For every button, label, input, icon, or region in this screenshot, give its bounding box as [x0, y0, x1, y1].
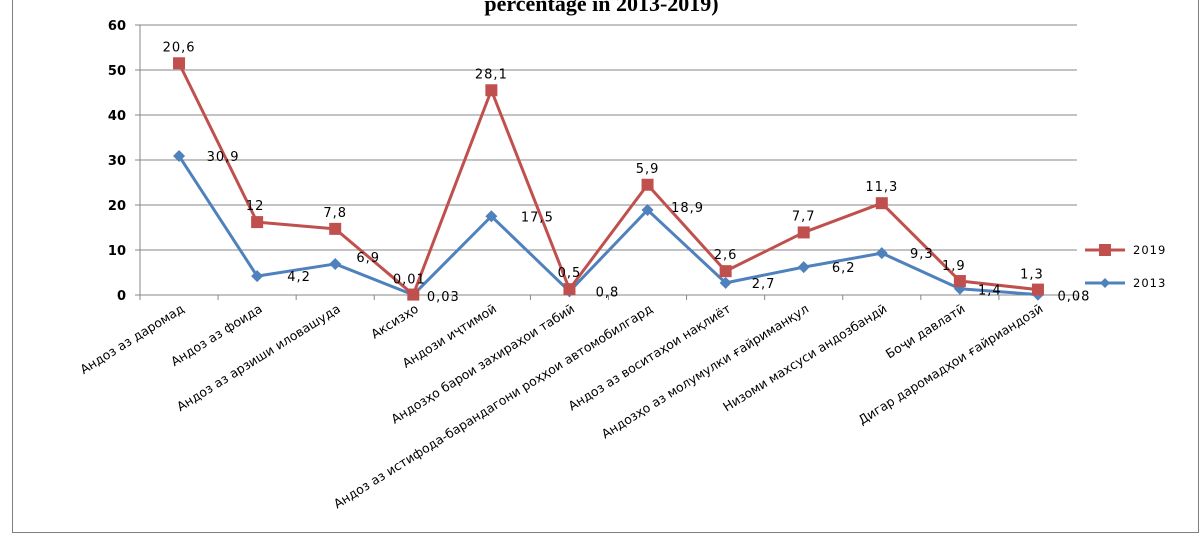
- y-tick-label: 10: [108, 244, 126, 259]
- series-line-2019: [177, 62, 1039, 297]
- x-tick-label: Андоз аз даромад: [77, 301, 186, 377]
- data-label-2013: 6,9: [356, 251, 380, 266]
- marker-2019: [329, 222, 342, 235]
- data-label-2013: 0,08: [1057, 290, 1090, 305]
- data-label-2013: 1,4: [978, 284, 1002, 299]
- data-label-2019: 20,6: [163, 40, 196, 55]
- data-label-2013: 17,5: [521, 210, 554, 225]
- y-tick-label: 60: [108, 19, 126, 34]
- data-label-2013: 2,7: [752, 277, 776, 292]
- data-label-2019: 0,01: [393, 273, 426, 288]
- y-tick-label: 30: [108, 154, 126, 169]
- legend-label-2019: 2019: [1133, 243, 1166, 257]
- series-lines: [177, 62, 1039, 297]
- y-tick-label: 20: [108, 199, 126, 214]
- legend: 2019 2013: [1085, 243, 1166, 290]
- x-tick-label: Низоми махсуси андозбандӣ: [720, 301, 889, 414]
- data-label-2013: 0,8: [596, 285, 620, 300]
- legend-marker-2019: [1099, 244, 1111, 256]
- marker-2019: [563, 283, 576, 296]
- y-tick-labels: 0 10 20 30 40 50 60: [108, 19, 126, 304]
- series-markers: [173, 57, 1044, 301]
- marker-2013: [485, 210, 498, 223]
- marker-2013: [875, 247, 888, 260]
- marker-2019: [485, 84, 498, 97]
- data-label-2019: 12: [246, 199, 265, 214]
- marker-2019: [407, 288, 420, 301]
- data-label-2019: 7,8: [323, 206, 347, 221]
- marker-2019: [875, 197, 888, 210]
- data-label-2013: 30,9: [207, 150, 240, 165]
- marker-2013: [251, 270, 264, 283]
- marker-2013: [797, 261, 810, 274]
- marker-2019: [1031, 283, 1044, 296]
- legend-label-2013: 2013: [1133, 276, 1166, 290]
- marker-2013: [719, 276, 732, 289]
- marker-2019: [797, 226, 810, 239]
- marker-2019: [251, 216, 264, 229]
- y-tick-label: 50: [108, 64, 126, 79]
- data-label-2013: 6,2: [832, 261, 856, 276]
- axes: [135, 24, 1078, 300]
- gridlines: [140, 24, 1077, 251]
- data-label-2013: 0,03: [427, 290, 460, 305]
- data-label-2013: 18,9: [671, 201, 704, 216]
- data-labels: 30,9 4,2 6,9 0,03 17,5 0,8 18,9 2,7 6,2 9,3 1,4 0,0…: [163, 40, 1090, 305]
- x-tick-label: Андоз аз арзиши иловашуда: [174, 301, 343, 414]
- marker-2019: [641, 178, 654, 191]
- data-label-2019: 11,3: [865, 180, 898, 195]
- x-tick-label: Аксизҳо: [368, 301, 421, 342]
- data-label-2019: 2,6: [714, 248, 738, 263]
- marker-2013: [641, 203, 654, 216]
- data-label-2013: 4,2: [287, 270, 311, 285]
- data-label-2019: 7,7: [792, 209, 816, 224]
- marker-2019: [173, 57, 186, 70]
- data-label-2019: 0,5: [558, 266, 582, 281]
- data-label-2019: 1,3: [1020, 268, 1044, 283]
- marker-2019: [953, 275, 966, 288]
- chart-title: percentage in 2013-2019): [484, 0, 719, 16]
- data-label-2019: 1,9: [942, 259, 966, 274]
- chart-frame: [12, 0, 1199, 533]
- marker-2013: [329, 257, 342, 270]
- data-label-2019: 28,1: [475, 67, 508, 82]
- series-line-2013: [177, 155, 1039, 297]
- data-label-2019: 5,9: [636, 162, 660, 177]
- marker-2019: [719, 265, 732, 278]
- data-label-2013: 9,3: [910, 247, 934, 262]
- marker-2013: [173, 149, 186, 162]
- legend-marker-2013: [1100, 278, 1110, 288]
- y-tick-label: 0: [117, 289, 126, 304]
- y-tick-label: 40: [108, 109, 126, 124]
